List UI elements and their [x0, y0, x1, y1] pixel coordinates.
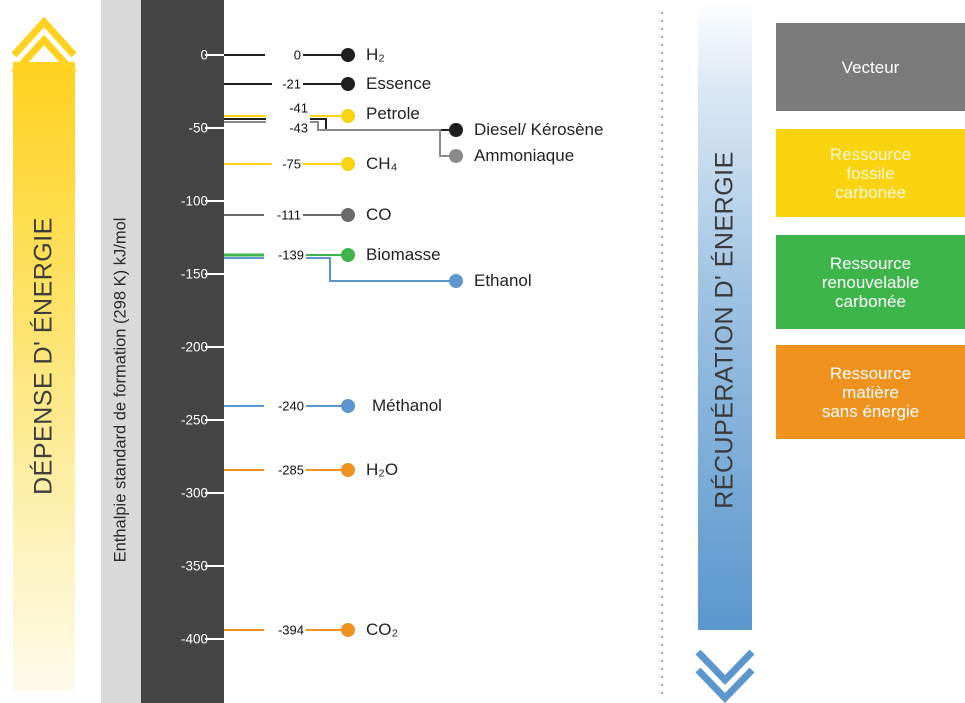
chevron-down-icon [695, 649, 755, 686]
value-label: -43 [289, 120, 308, 136]
methanol-dot [341, 399, 355, 413]
value-label: -139 [277, 247, 304, 263]
compound-label-diesel: Diesel/ Kérosène [474, 120, 604, 139]
biomasse-dot [341, 248, 355, 262]
tick-mark [205, 346, 224, 348]
legend-vecteur: Vecteur [776, 23, 965, 111]
tick-mark [205, 54, 224, 56]
h2-dot [341, 48, 355, 62]
tick-mark [205, 638, 224, 640]
compound-label-co: CO [366, 205, 392, 224]
tick-label: -50 [188, 120, 208, 136]
tick-label: -200 [180, 339, 208, 355]
h2o-dot [341, 463, 355, 477]
legend-fossile: Ressource fossile carbonée [776, 129, 965, 217]
value-label: -394 [277, 622, 304, 638]
compound-label-methanol: Méthanol [372, 396, 442, 415]
chevron-up-icon [11, 34, 77, 76]
compound-label-biomasse: Biomasse [366, 245, 441, 264]
compound-label-essence: Essence [366, 74, 432, 93]
value-label: -240 [277, 398, 304, 414]
value-label: -75 [282, 156, 301, 172]
energy-recovery-label: RÉCUPÉRATION D' ÉNERGIE [710, 151, 739, 509]
value-label: -111 [276, 207, 301, 223]
petrole-dot [341, 109, 355, 123]
tick-mark [205, 565, 224, 567]
value-label: -41 [289, 100, 308, 116]
diesel-dot [449, 123, 463, 137]
tick-label: -150 [180, 266, 208, 282]
legend-renouvelable: Ressource renouvelable carbonée [776, 235, 965, 329]
tick-label: 0 [200, 48, 208, 63]
compound-label-h2o: H₂O [366, 460, 399, 479]
energy-spending-arrow-bar [13, 62, 75, 690]
compound-label-petrole: Petrole [366, 104, 420, 123]
tick-label: -250 [180, 412, 208, 428]
ammoniaque-dot [449, 149, 463, 163]
ethanol-line [306, 257, 456, 282]
tick-mark [205, 127, 224, 129]
compound-label-ethanol: Ethanol [474, 271, 532, 290]
tick-label: -400 [180, 631, 208, 647]
co2-dot [341, 623, 355, 637]
compound-label-h2: H₂ [366, 45, 385, 64]
compound-label-ch4: CH₄ [366, 154, 398, 173]
essence-dot [341, 77, 355, 91]
compound-label-ammoniaque: Ammoniaque [474, 146, 575, 165]
tick-mark [205, 419, 224, 421]
ethanol-dot [449, 274, 463, 288]
tick-mark [205, 200, 224, 202]
chevron-up-icon [11, 16, 77, 58]
axis-scale-strip [141, 0, 224, 703]
tick-label: -350 [180, 558, 208, 574]
tick-mark [205, 492, 224, 494]
value-label: -285 [277, 462, 304, 478]
ammoniaque-line [310, 121, 456, 157]
energy-recovery-arrow-bar [698, 0, 752, 630]
ch4-dot [341, 157, 355, 171]
legend-matiere: Ressource matière sans énergie [776, 345, 965, 439]
compound-label-co2: CO₂ [366, 620, 399, 639]
axis-title-strip [101, 0, 141, 703]
tick-mark [205, 273, 224, 275]
value-label: -21 [282, 76, 301, 92]
tick-label: -300 [180, 485, 208, 501]
co-dot [341, 208, 355, 222]
chevron-down-icon [695, 667, 755, 703]
tick-label: -100 [180, 193, 208, 209]
value-label: 0 [293, 47, 301, 63]
